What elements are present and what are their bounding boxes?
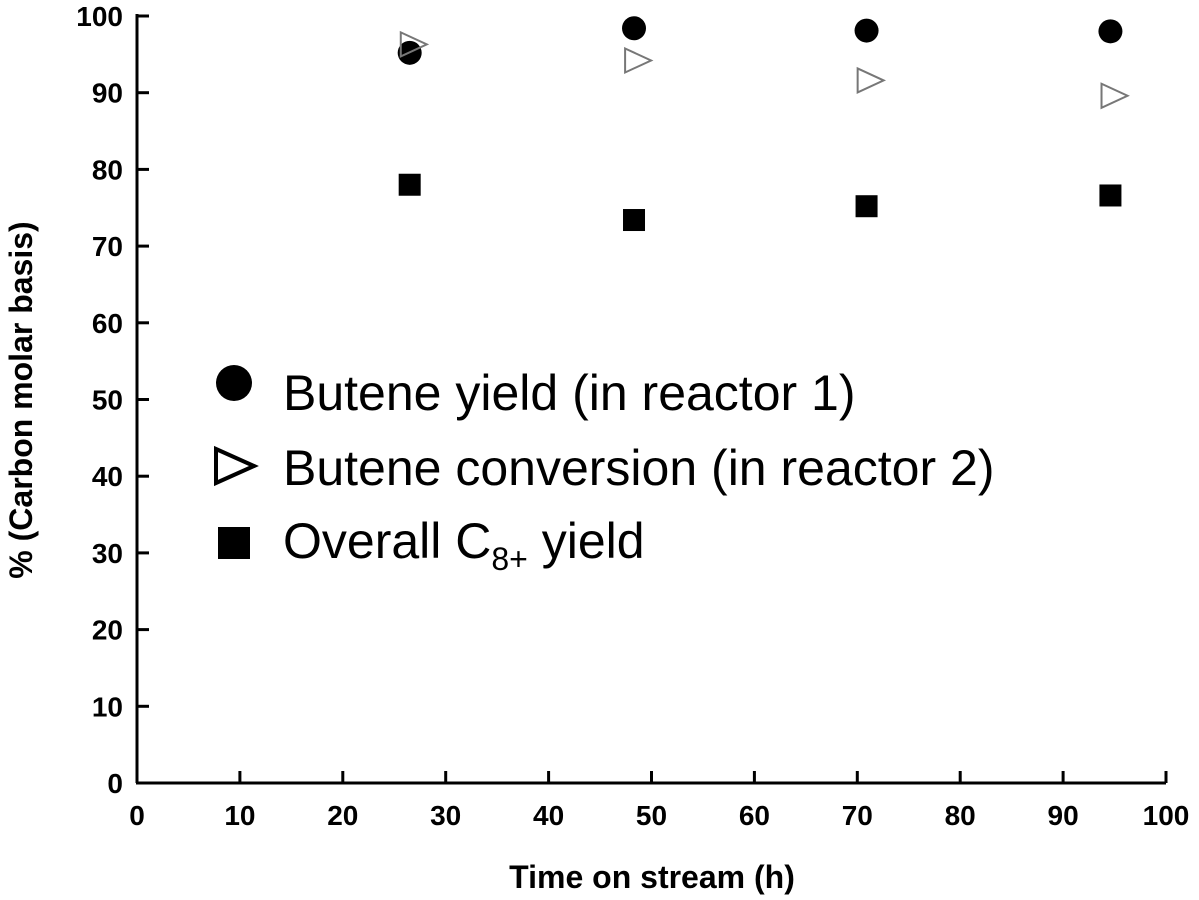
x-tick-label: 90: [1048, 800, 1079, 831]
x-tick-label: 60: [739, 800, 770, 831]
x-tick-label: 20: [327, 800, 358, 831]
x-tick-label: 40: [533, 800, 564, 831]
legend: Butene yield (in reactor 1) Butene conve…: [214, 365, 994, 577]
x-tick-label: 30: [430, 800, 461, 831]
y-tick-label: 20: [92, 615, 123, 646]
x-tick-label: 10: [224, 800, 255, 831]
y-tick-label: 10: [92, 691, 123, 722]
y-tick-label: 100: [76, 1, 123, 32]
y-tick-label: 50: [92, 385, 123, 416]
x-tick-label: 100: [1143, 800, 1190, 831]
x-tick-label: 80: [945, 800, 976, 831]
point-c8-yield: [855, 195, 878, 218]
point-c8-yield: [623, 209, 646, 232]
legend-label-c8-pre: Overall C: [283, 513, 491, 569]
legend-label-butene-yield: Butene yield (in reactor 1): [283, 365, 856, 421]
y-axis-title: % (Carbon molar basis): [3, 221, 39, 578]
point-butene-yield: [1098, 19, 1123, 44]
x-axis-title: Time on stream (h): [509, 859, 795, 895]
y-tick-label: 30: [92, 538, 123, 569]
y-tick-label: 0: [107, 768, 123, 799]
legend-marker-butene-yield: [216, 365, 252, 401]
y-tick-label: 40: [92, 461, 123, 492]
legend-label-c8-yield: Overall C8+ yield: [283, 513, 645, 577]
data-points: [397, 16, 1130, 232]
y-tick-label: 90: [92, 78, 123, 109]
point-butene-conversion: [399, 30, 430, 58]
point-butene-yield: [854, 18, 879, 43]
point-c8-yield: [1099, 184, 1122, 207]
point-c8-yield: [398, 173, 421, 196]
axes: 0 10 20 30 40 50 60 70 80 90 100 0 10 20 30 40 50 60 70 80 9…: [76, 1, 1189, 831]
x-tick-label: 50: [636, 800, 667, 831]
legend-label-butene-conversion: Butene conversion (in reactor 2): [283, 440, 994, 496]
point-butene-conversion: [624, 46, 654, 75]
legend-marker-butene-conversion: [214, 445, 259, 487]
legend-label-c8-post: yield: [528, 513, 645, 569]
point-butene-conversion: [1100, 82, 1130, 110]
x-tick-label: 70: [842, 800, 873, 831]
y-tick-label: 80: [92, 154, 123, 185]
point-butene-yield: [622, 16, 647, 41]
point-butene-conversion: [856, 66, 887, 94]
y-tick-label: 70: [92, 231, 123, 262]
y-tick-label: 60: [92, 308, 123, 339]
legend-label-c8-sub: 8+: [491, 541, 527, 577]
legend-marker-c8-yield: [218, 527, 250, 559]
x-tick-label: 0: [129, 800, 145, 831]
